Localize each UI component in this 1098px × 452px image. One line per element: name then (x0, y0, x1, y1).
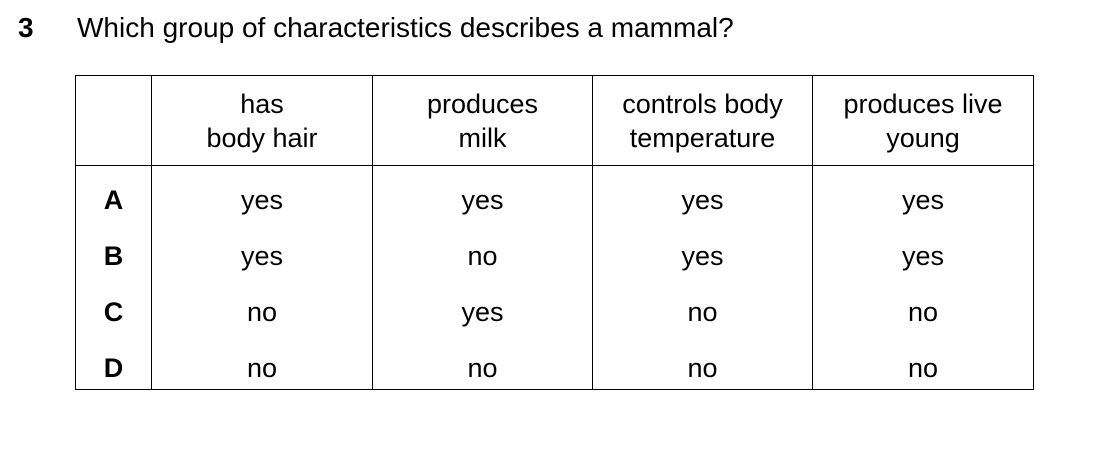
row-label-c: C (75, 277, 152, 334)
table-cell: no (151, 277, 373, 334)
table-header-row: has body hair produces milk controls bod… (75, 75, 1034, 166)
header-produces-live-young: produces live young (812, 75, 1034, 166)
table-row-a: A yes yes yes yes (75, 165, 1034, 222)
table-cell: no (592, 277, 813, 334)
row-label-d: D (75, 333, 152, 390)
table-cell: yes (151, 221, 373, 278)
table-cell: no (812, 277, 1034, 334)
table-cell: yes (812, 221, 1034, 278)
table-cell: yes (592, 221, 813, 278)
table-cell: yes (372, 277, 593, 334)
question-number: 3 (18, 12, 34, 43)
header-has-body-hair: has body hair (151, 75, 373, 166)
row-label-b: B (75, 221, 152, 278)
header-controls-body-temperature: controls body temperature (592, 75, 813, 166)
table-cell: yes (151, 165, 373, 222)
question-text: Which group of characteristics describes… (77, 12, 734, 43)
header-blank (75, 75, 152, 166)
characteristics-table: has body hair produces milk controls bod… (75, 75, 1034, 390)
table-cell: yes (372, 165, 593, 222)
table-row-c: C no yes no no (75, 277, 1034, 334)
table-cell: no (812, 333, 1034, 390)
table-cell: no (372, 333, 593, 390)
table-cell: yes (812, 165, 1034, 222)
table-cell: no (592, 333, 813, 390)
row-label-a: A (75, 165, 152, 222)
question-line: 3 Which group of characteristics describ… (18, 11, 734, 44)
header-produces-milk: produces milk (372, 75, 593, 166)
table-cell: no (372, 221, 593, 278)
table-cell: no (151, 333, 373, 390)
table-cell: yes (592, 165, 813, 222)
table-row-d: D no no no no (75, 333, 1034, 390)
table-row-b: B yes no yes yes (75, 221, 1034, 278)
